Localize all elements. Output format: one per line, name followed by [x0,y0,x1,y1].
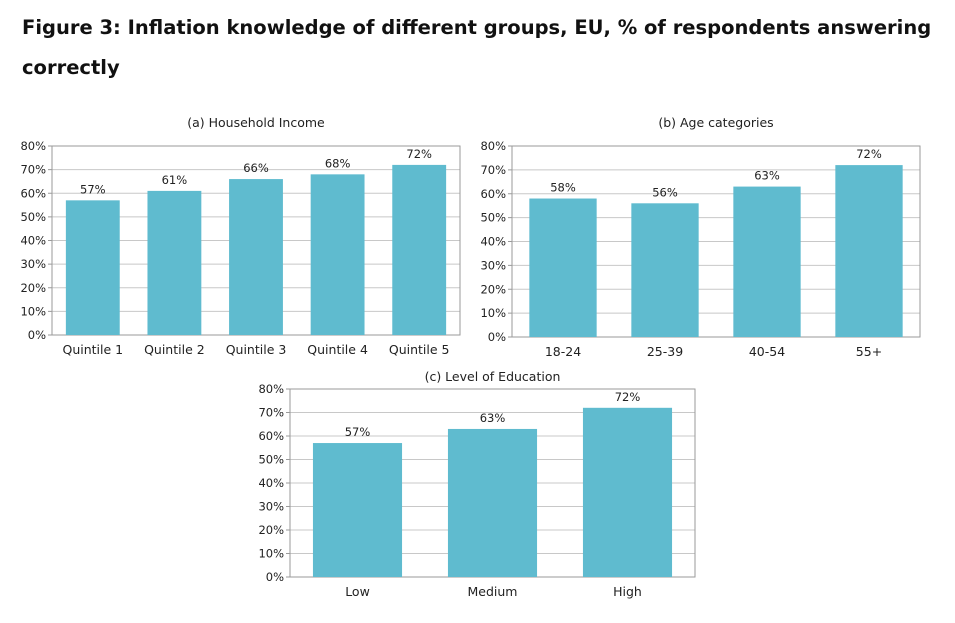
y-tick-label: 40% [480,235,506,249]
data-label: 66% [243,161,269,175]
data-label: 72% [856,147,882,161]
y-tick-label: 70% [20,163,46,177]
plot-frame [511,145,921,338]
chart-title: (b) Age categories [658,115,773,130]
y-tick-label: 20% [480,282,506,296]
y-tick-label: 50% [480,211,506,225]
bar [835,165,903,337]
y-tick-label: 80% [480,139,506,153]
x-tick-label: 18-24 [545,344,581,359]
y-tick-label: 30% [20,257,46,271]
y-tick-label: 70% [480,163,506,177]
y-tick-label: 70% [258,406,284,420]
x-tick-label: Quintile 2 [144,342,205,357]
data-label: 61% [162,173,188,187]
data-label: 58% [550,181,576,195]
y-tick-label: 60% [20,186,46,200]
y-tick-label: 60% [258,429,284,443]
x-tick-label: Quintile 5 [389,342,450,357]
chart-svg: (a) Household Income 0% 10% 20% 30% 40% 50% 60%… [20,115,461,357]
bar [147,190,202,335]
chart-age-categories: (b) Age categories 0% 10% 20% 30% 40% 50% 60% 70… [470,108,940,363]
x-tick-label: 25-39 [647,344,683,359]
y-tick-label: 0% [28,328,46,342]
bar [312,443,403,577]
y-tick-label: 80% [20,139,46,153]
x-tick-label: Quintile 4 [307,342,368,357]
x-tick-label: 55+ [856,344,882,359]
y-tick-label: 20% [258,523,284,537]
chart-title: (a) Household Income [187,115,325,130]
y-tick-label: 80% [258,382,284,396]
y-tick-label: 60% [480,187,506,201]
data-label: 72% [615,390,641,404]
y-tick-label: 20% [20,281,46,295]
bar [631,203,699,337]
y-tick-label: 50% [258,453,284,467]
bar [392,164,447,335]
data-label: 56% [652,185,678,199]
bar [447,428,538,577]
bar [529,198,597,337]
chart-title: (c) Level of Education [425,369,561,384]
y-tick-label: 30% [480,258,506,272]
y-tick-label: 0% [266,570,284,584]
figure-title: Figure 3: Inflation knowledge of differe… [22,16,932,79]
chart-level-of-education: (c) Level of Education 0% 10% 20% 30% 40% 50% 6… [240,363,710,603]
y-tick-label: 40% [258,476,284,490]
y-tick-label: 30% [258,500,284,514]
y-tick-label: 40% [20,234,46,248]
data-label: 57% [345,425,371,439]
bar [582,407,673,577]
bar [229,179,283,335]
chart-household-income: (a) Household Income 0% 10% 20% 30% 40% 50% 60%… [0,108,470,363]
x-tick-label: 40-54 [749,344,785,359]
data-label: 57% [80,182,106,196]
x-tick-label: Low [345,584,370,599]
data-label: 63% [480,411,506,425]
chart-svg: (b) Age categories 0% 10% 20% 30% 40% 50% 60% 70… [480,115,921,359]
data-label: 63% [754,169,780,183]
data-label: 72% [406,147,432,161]
y-tick-label: 10% [20,304,46,318]
x-tick-label: Quintile 1 [62,342,123,357]
bar [65,200,120,335]
y-tick-label: 10% [480,306,506,320]
bar [733,186,801,337]
y-tick-label: 0% [488,330,506,344]
x-tick-label: Quintile 3 [226,342,287,357]
y-tick-label: 10% [258,547,284,561]
y-tick-label: 50% [20,210,46,224]
data-label: 68% [325,156,351,170]
bar [310,174,365,335]
x-tick-label: High [613,584,642,599]
chart-svg: (c) Level of Education 0% 10% 20% 30% 40% 50% 6… [258,369,696,599]
x-tick-label: Medium [468,584,518,599]
